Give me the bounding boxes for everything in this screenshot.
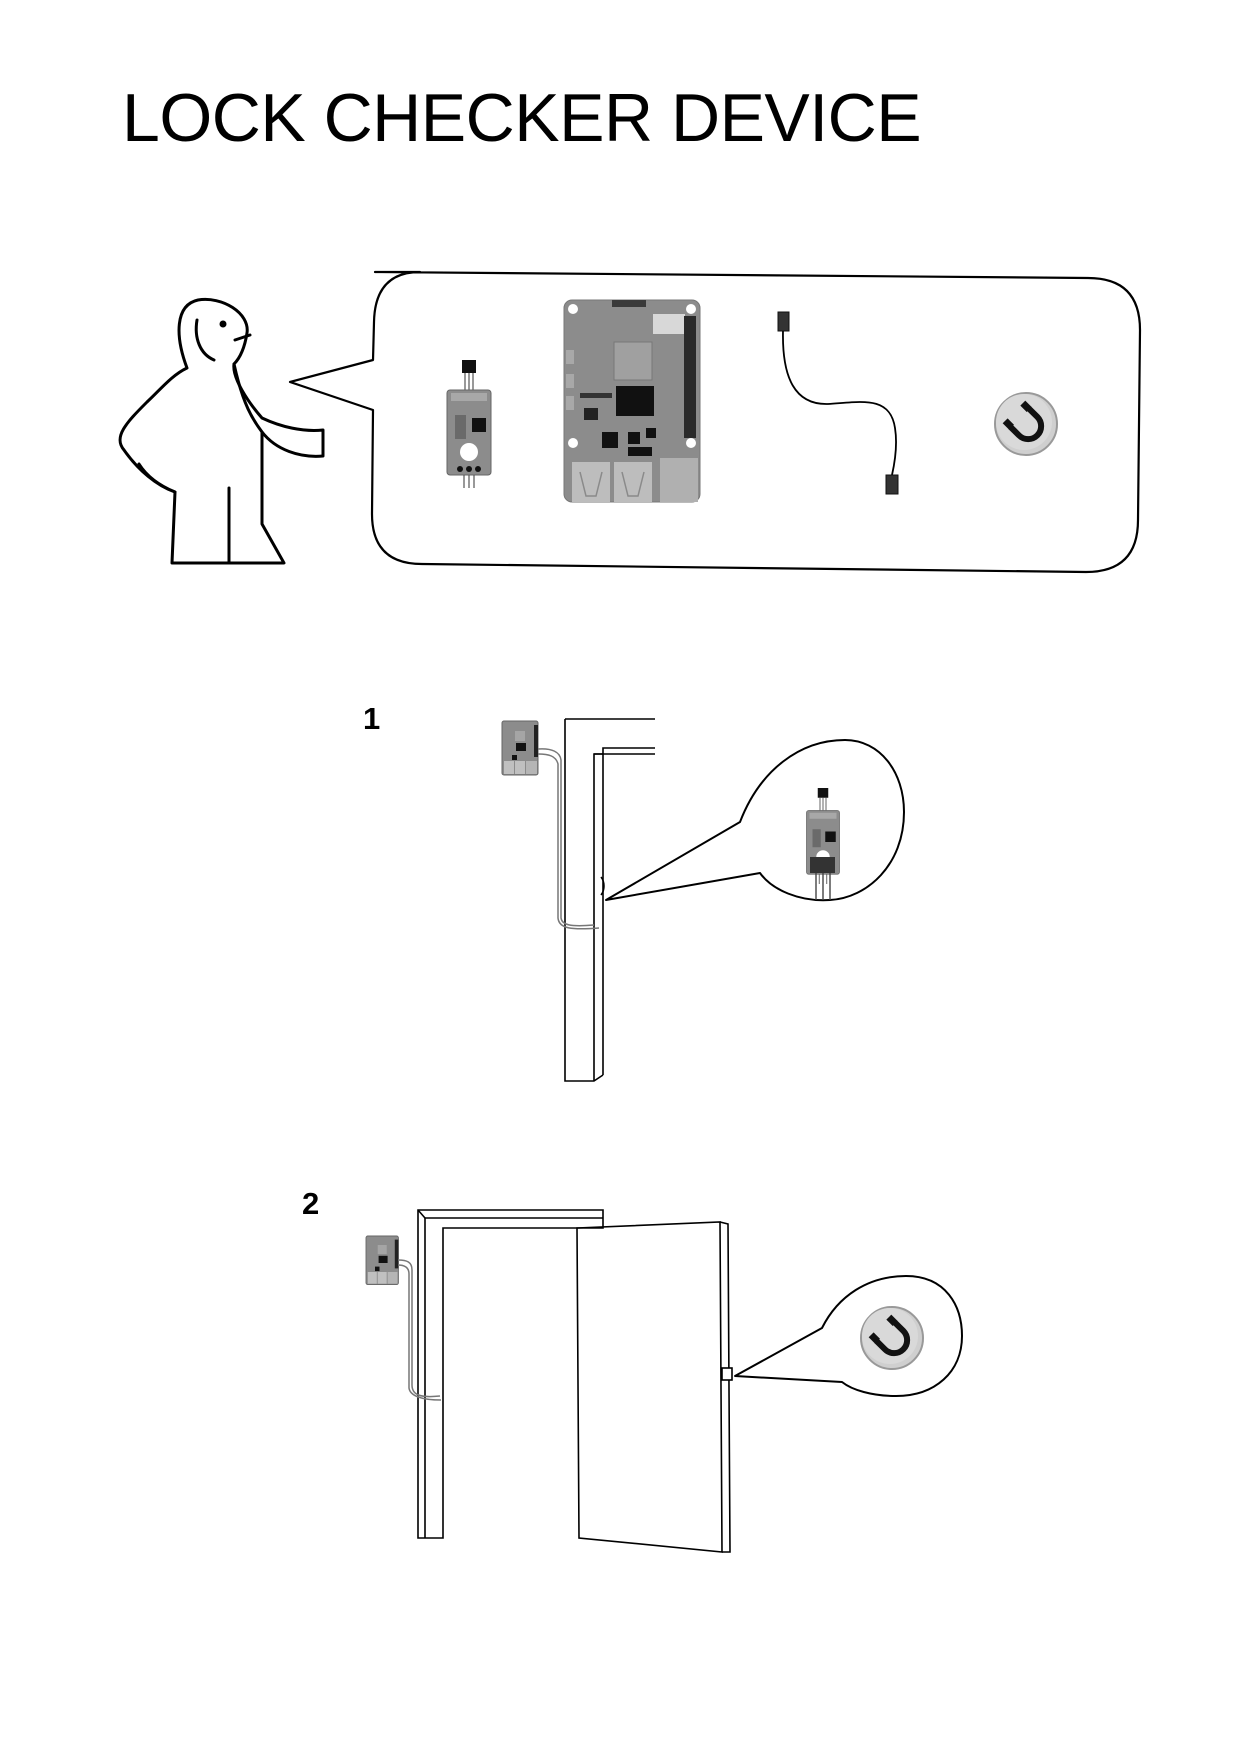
step-1-door-frame bbox=[564, 718, 655, 1082]
step-1-number: 1 bbox=[363, 701, 381, 736]
jumper-cable-icon bbox=[777, 311, 899, 495]
hall-sensor-module-icon bbox=[446, 359, 492, 489]
step-1-sensor-callout bbox=[600, 739, 905, 902]
speech-bubble bbox=[288, 270, 1142, 574]
magnet-icon bbox=[995, 393, 1057, 455]
page-title: LOCK CHECKER DEVICE bbox=[122, 80, 922, 156]
step-2-magnet-callout bbox=[734, 1275, 963, 1397]
step-2-door-frame bbox=[417, 1209, 604, 1539]
step-2-open-door bbox=[576, 1221, 733, 1553]
step-2-number: 2 bbox=[302, 1186, 320, 1221]
pointing-person-icon bbox=[118, 297, 325, 565]
step-2-board bbox=[365, 1235, 399, 1286]
step-1-cable bbox=[537, 748, 600, 930]
step-1-board bbox=[501, 720, 539, 776]
single-board-computer-icon bbox=[563, 299, 701, 503]
step-2-cable bbox=[397, 1259, 442, 1401]
